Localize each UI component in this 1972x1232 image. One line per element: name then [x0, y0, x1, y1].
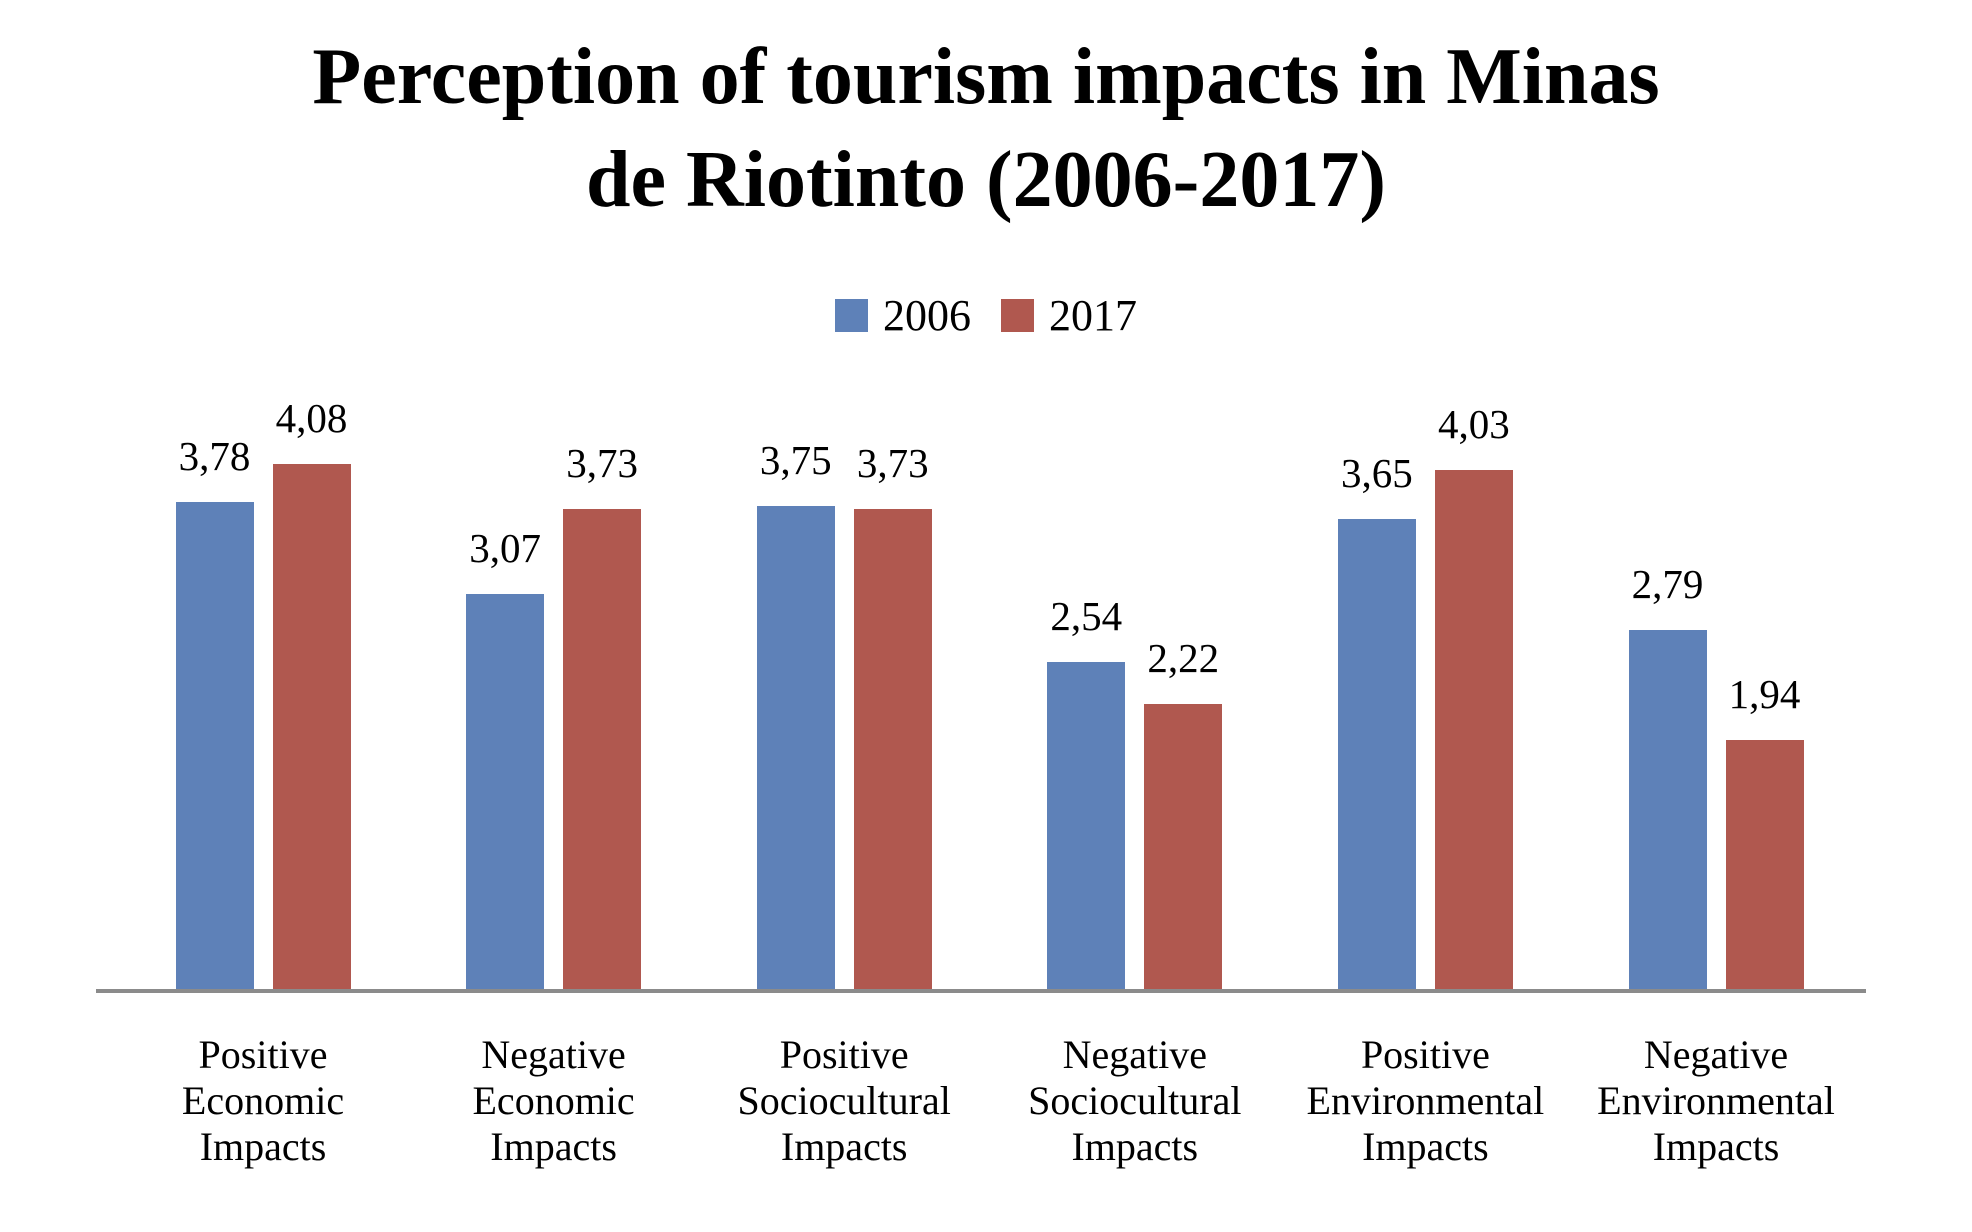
bar-2017: [1725, 740, 1804, 990]
bar-value-label: 2,79: [1631, 561, 1704, 607]
bar-2006: [466, 594, 545, 990]
bar-2006: [1047, 662, 1126, 990]
legend-label-2006: 2006: [883, 291, 971, 340]
bar-value-label: 3,78: [178, 433, 251, 479]
category-label: Positive Sociocultural Impacts: [737, 1032, 951, 1169]
x-axis-line: [96, 989, 1866, 993]
category-label: Positive Economic Impacts: [181, 1032, 345, 1169]
bar-value-label: 4,03: [1438, 401, 1510, 447]
category-label: Negative Economic Impacts: [472, 1032, 635, 1169]
bar-value-label: 3,73: [856, 440, 929, 486]
bar-2017: [272, 464, 351, 990]
bar-2006: [1628, 630, 1707, 990]
chart-title: Perception of tourism impacts in Minas d…: [0, 26, 1972, 232]
legend-label-2017: 2017: [1049, 291, 1137, 340]
bar-2006: [1337, 519, 1416, 990]
bar-value-label: 1,94: [1728, 671, 1801, 717]
legend-swatch-2017-icon: [1001, 299, 1034, 332]
bar-value-label: 2,22: [1147, 635, 1220, 681]
bar-2006: [175, 502, 254, 990]
bar-value-label: 2,54: [1050, 593, 1123, 639]
category-label: Negative Sociocultural Impacts: [1028, 1032, 1242, 1169]
category-label: Negative Environmental Impacts: [1597, 1032, 1835, 1169]
bar-2017: [853, 509, 932, 990]
bar-value-label: 3,07: [469, 525, 541, 571]
legend: 2006 2017: [0, 290, 1972, 341]
bar-2017: [563, 509, 642, 990]
legend-item-2006: 2006: [835, 290, 971, 341]
bar-value-label: 4,08: [275, 395, 348, 441]
bar-value-label: 3,65: [1341, 450, 1413, 496]
chart-title-line1: Perception of tourism impacts in Minas: [312, 33, 1660, 121]
legend-swatch-2006-icon: [835, 299, 868, 332]
legend-item-2017: 2017: [1001, 290, 1137, 341]
bar-2017: [1434, 470, 1513, 990]
bar-value-label: 3,73: [566, 440, 638, 486]
bar-2017: [1144, 704, 1223, 990]
chart-title-line2: de Riotinto (2006-2017): [586, 136, 1386, 224]
bar-2006: [756, 506, 835, 990]
category-label: Positive Environmental Impacts: [1306, 1032, 1545, 1169]
bar-value-label: 3,75: [759, 437, 832, 483]
